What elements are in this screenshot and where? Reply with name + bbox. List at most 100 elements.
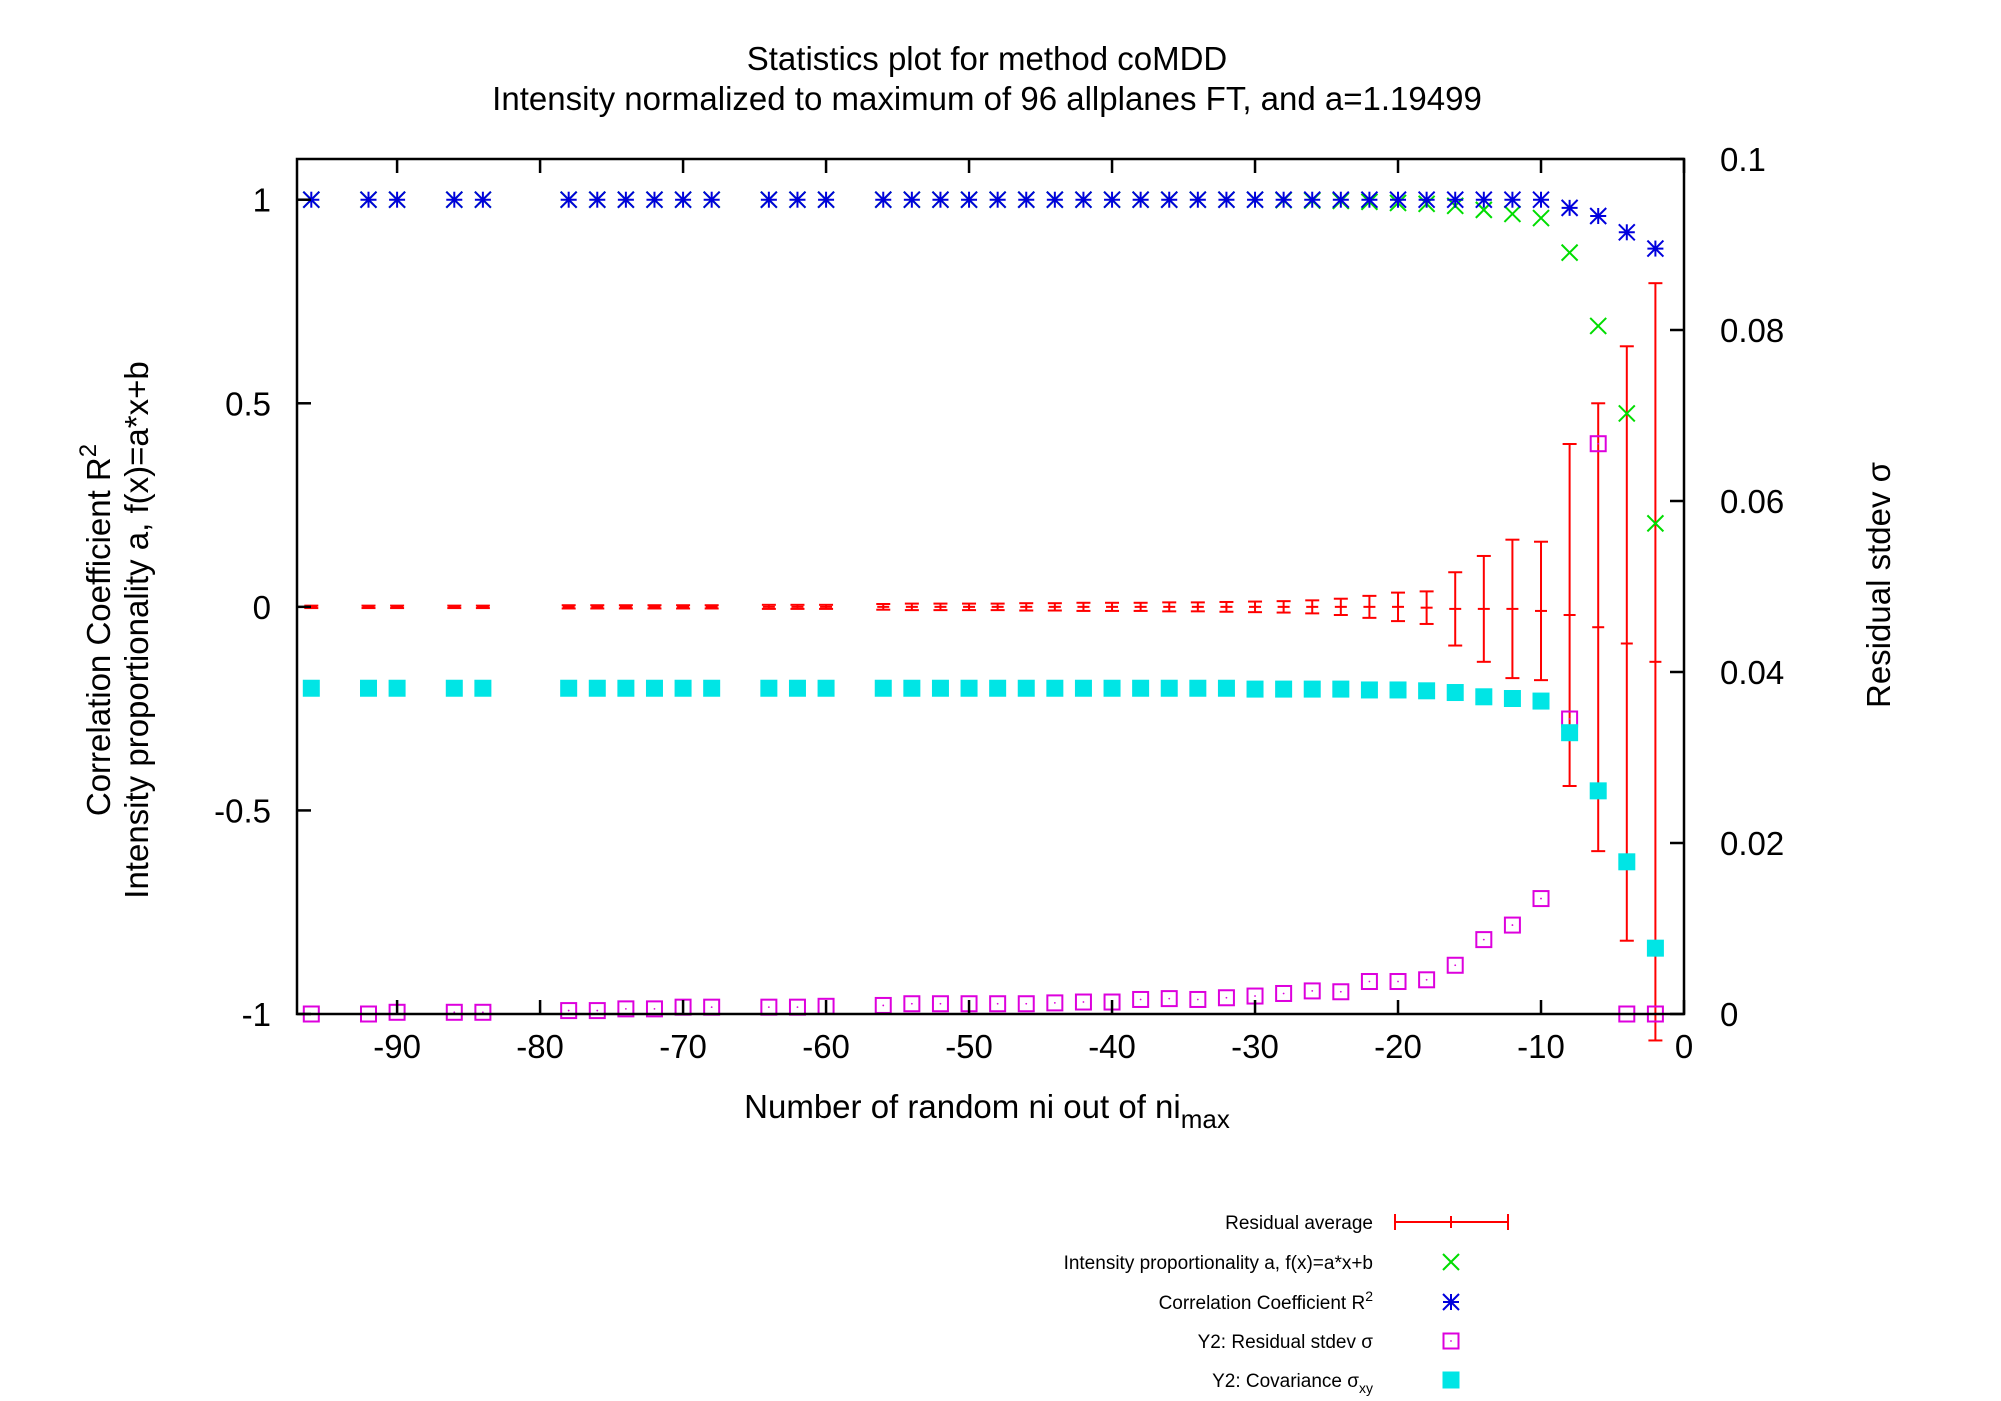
errorbar-41 (1648, 282, 1663, 1042)
legend-label-3: Y2: Residual stdev σ (1198, 1332, 1374, 1353)
data-point-32 (1389, 191, 1407, 209)
data-point-36 (1503, 191, 1522, 209)
y2-tick-label-1: 0.08 (1720, 312, 1784, 349)
data-point-2 (388, 679, 406, 697)
data-point-8 (645, 679, 663, 697)
data-point-20 (1046, 191, 1064, 209)
data-point-26 (1217, 989, 1235, 1007)
data-point-18 (989, 679, 1007, 697)
y-axis-label-line1: Correlation Coefficient R2 (75, 444, 117, 816)
errorbar-11 (761, 603, 776, 610)
data-point-15 (903, 679, 921, 697)
data-point-16 (931, 679, 949, 697)
legend-label-2: Correlation Coefficient R2 (1159, 1288, 1374, 1314)
data-point-28 (1274, 191, 1293, 209)
series-0 (304, 282, 1663, 1042)
data-point-15 (903, 191, 921, 209)
data-point-29 (1303, 191, 1321, 209)
data-point-12 (788, 998, 806, 1016)
x-tick-label-3: -60 (802, 1028, 850, 1065)
data-point-7 (617, 1000, 635, 1018)
data-point-37 (1532, 209, 1550, 227)
errorbar-7 (618, 604, 633, 610)
x-axis-label-subscript: max (1181, 1104, 1230, 1134)
data-point-10 (703, 679, 721, 697)
data-point-35 (1475, 191, 1493, 209)
data-point-2 (388, 191, 406, 209)
data-point-19 (1017, 191, 1035, 209)
data-point-41 (1646, 239, 1665, 258)
data-point-11 (760, 679, 778, 697)
data-point-5 (559, 191, 578, 209)
data-point-18 (988, 191, 1007, 209)
data-point-0 (302, 679, 320, 697)
data-point-12 (788, 679, 806, 697)
y-tick-label-1: 0.5 (225, 385, 271, 422)
errorbar-36 (1505, 538, 1520, 680)
y2-tick-label-4: 0.02 (1720, 825, 1784, 862)
data-point-34 (1446, 956, 1464, 974)
errorbar-6 (590, 604, 605, 610)
data-point-38 (1560, 199, 1579, 217)
errorbar-34 (1448, 571, 1463, 647)
legend-label-sub-4: xy (1359, 1380, 1373, 1396)
data-point-20 (1046, 994, 1064, 1012)
data-point-26 (1217, 191, 1236, 209)
data-point-28 (1275, 680, 1293, 698)
data-point-1 (359, 191, 378, 209)
data-point-32 (1389, 681, 1407, 699)
data-point-23 (1132, 679, 1150, 697)
data-point-6 (588, 191, 606, 209)
errorbar-14 (876, 603, 891, 611)
legend-label-main-4: Y2: Covariance σ (1212, 1371, 1359, 1392)
legend-label-main-2: Correlation Coefficient R (1159, 1293, 1366, 1314)
y-axis-label-line1-superscript: 2 (75, 444, 102, 457)
data-point-25 (1189, 679, 1207, 697)
legend-sample-4 (1442, 1371, 1460, 1389)
legend-label-1: Intensity proportionality a, f(x)=a*x+b (1064, 1253, 1373, 1274)
data-point-34 (1446, 684, 1464, 702)
data-point-39 (1589, 207, 1607, 225)
errorbar-20 (1047, 602, 1062, 612)
data-point-37 (1532, 890, 1550, 908)
data-point-29 (1303, 680, 1321, 698)
errorbar-26 (1219, 600, 1234, 613)
data-point-31 (1360, 973, 1378, 991)
series-4 (302, 679, 1664, 957)
errorbar-33 (1419, 590, 1434, 625)
data-point-3 (445, 679, 463, 697)
data-point-14 (874, 191, 892, 209)
data-point-20 (1046, 679, 1064, 697)
data-point-39 (1589, 782, 1607, 800)
data-point-35 (1475, 688, 1493, 706)
data-point-13 (817, 191, 835, 209)
data-point-24 (1160, 990, 1178, 1008)
data-point-31 (1360, 191, 1379, 209)
data-point-22 (1103, 191, 1121, 209)
data-point-34 (1446, 191, 1464, 209)
errorbar-40 (1619, 345, 1634, 942)
data-point-13 (817, 679, 835, 697)
errorbar-15 (904, 602, 919, 612)
errorbar-29 (1305, 599, 1320, 615)
axes: -90 -80 -70 -60 -50 -40 -30 -20 -10 010.50-0.5-10… (214, 141, 1784, 1065)
data-point-14 (874, 996, 892, 1014)
data-point-30 (1332, 983, 1350, 1001)
errorbar-12 (790, 603, 805, 610)
data-point-40 (1618, 404, 1636, 423)
plot-area (302, 191, 1665, 1042)
data-point-6 (588, 679, 606, 697)
data-point-5 (560, 679, 578, 697)
legend-label-main-0: Residual average (1225, 1213, 1373, 1234)
errorbar-21 (1076, 601, 1091, 612)
errorbar-1 (361, 604, 376, 610)
y-axis-label-line2: Intensity proportionality a, f(x)=a*x+b (118, 361, 155, 898)
y2-tick-label-2: 0.06 (1720, 483, 1784, 520)
errorbar-8 (647, 604, 662, 610)
y2-tick-label-3: 0.04 (1720, 654, 1784, 691)
x-axis-label-main: Number of random ni out of ni (744, 1088, 1181, 1125)
x-tick-label-5: -40 (1088, 1028, 1136, 1065)
data-point-38 (1561, 724, 1579, 742)
y-tick-label-0: 1 (253, 182, 271, 219)
